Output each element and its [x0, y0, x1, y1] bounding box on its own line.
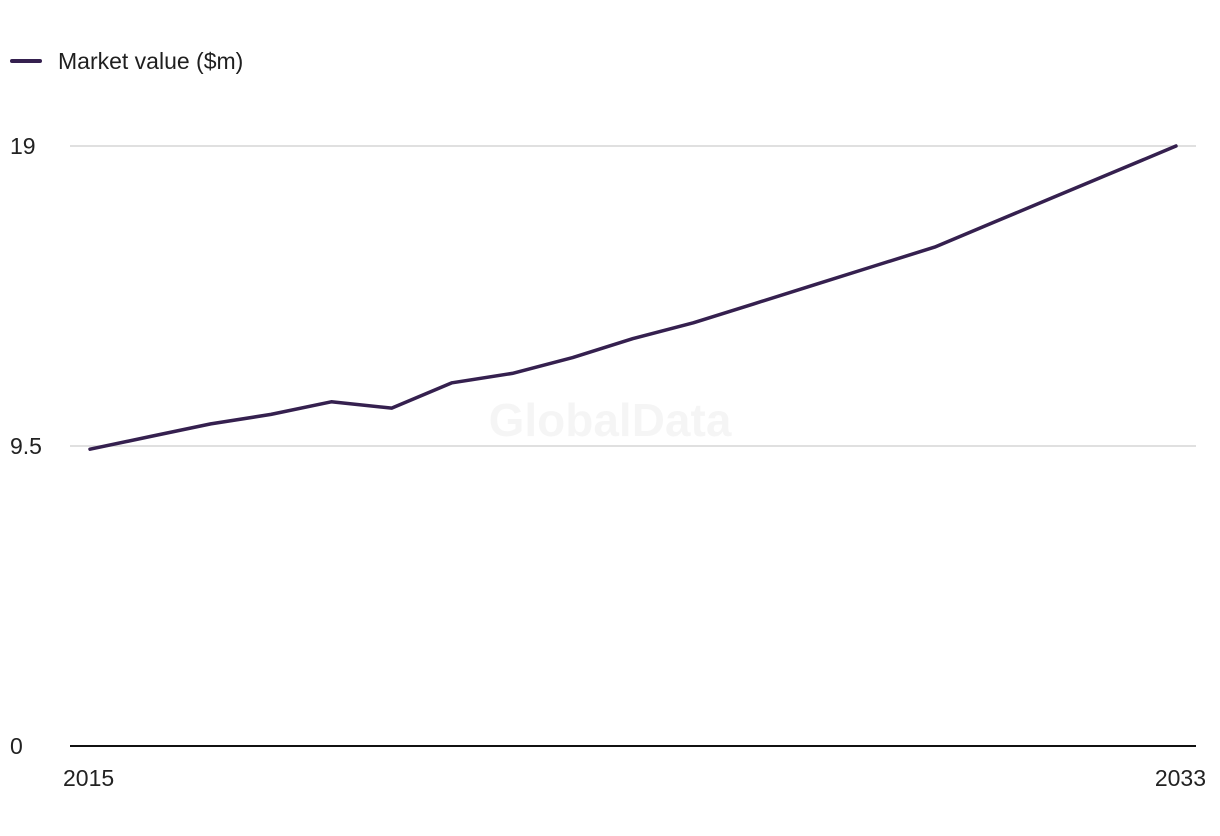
watermark: GlobalData	[489, 394, 732, 446]
y-tick-label: 0	[10, 733, 23, 759]
y-tick-label: 9.5	[10, 433, 42, 459]
legend-swatch	[10, 59, 42, 63]
legend-label: Market value ($m)	[58, 47, 244, 74]
legend: Market value ($m)	[10, 46, 243, 76]
x-tick-label: 2033	[1155, 765, 1206, 791]
tick-labels: 0 9.5 19 2015 2033	[10, 133, 1206, 791]
x-tick-label: 2015	[63, 765, 114, 791]
gridlines	[70, 145, 1196, 447]
series-line	[88, 144, 1178, 451]
y-tick-label: 19	[10, 133, 36, 159]
series	[88, 144, 1178, 451]
